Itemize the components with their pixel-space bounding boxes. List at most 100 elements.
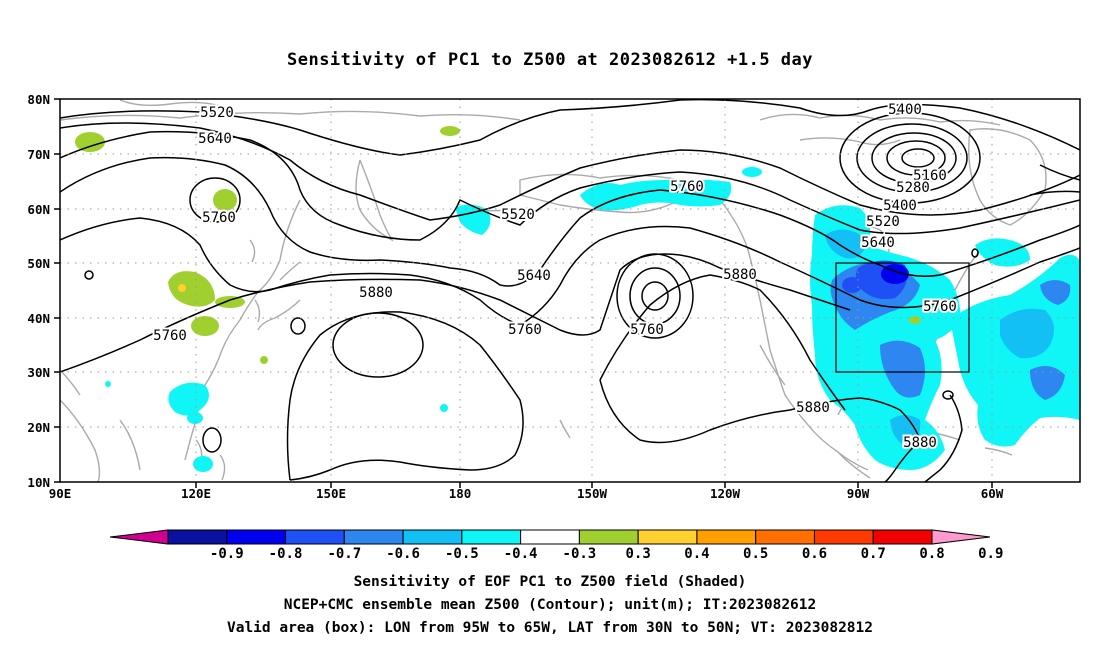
shading-patch-cyan (975, 238, 1030, 267)
shading-patch-cyan (742, 167, 762, 177)
colorbar-extend-low (109, 529, 169, 545)
map-title: Sensitivity of PC1 to Z500 at 2023082612… (286, 50, 813, 70)
shading-patch-blue (842, 277, 862, 293)
colorbar-label: 0.9 (978, 546, 1003, 562)
contour-label: 5880 (903, 435, 937, 451)
contour-label: 5640 (861, 235, 895, 251)
contour-label: 5640 (517, 268, 551, 284)
lat-label: 30N (27, 365, 50, 380)
sensitivity-shading (75, 126, 1080, 472)
lat-label: 50N (27, 256, 50, 271)
valid-area-box (835, 262, 970, 373)
shading-patch-green (75, 132, 105, 152)
contour-label: 5520 (501, 207, 535, 223)
lon-label: 150W (577, 486, 608, 501)
contour-line (839, 112, 981, 204)
contour-line (629, 267, 681, 325)
contour-label: 5760 (923, 299, 957, 315)
colorbar-swatch (637, 529, 698, 545)
shading-patch-cyan (105, 381, 111, 387)
shading-patch-blue (825, 229, 868, 259)
colorbar-swatch (578, 529, 639, 545)
contour-line (641, 281, 669, 311)
contour-line (60, 99, 1080, 156)
contour-line (856, 123, 968, 193)
lon-label: 90W (847, 486, 870, 501)
colorbar-label: 0.8 (919, 546, 944, 562)
contour-line (290, 317, 306, 335)
shading-patch-cyan (193, 456, 213, 472)
colorbar-label: -0.4 (504, 546, 538, 562)
lon-label: 60W (981, 486, 1004, 501)
contour-line (1029, 190, 1080, 196)
contour-label: 5760 (630, 322, 664, 338)
colorbar-swatch (285, 529, 345, 545)
colorbar-label: -0.8 (269, 546, 303, 562)
lat-label: 70N (27, 147, 50, 162)
shading-patch-green (213, 189, 237, 211)
contour-line (84, 270, 94, 280)
colorbar-swatch (402, 529, 463, 545)
lat-label: 80N (27, 92, 50, 107)
shading-patch-cyan (187, 412, 203, 424)
contour-line (1039, 164, 1080, 181)
colorbar: -0.9 -0.8 -0.7 -0.6 -0.5 -0.4 -0.3 0.3 0.4 0.5 0.6… (109, 529, 1003, 562)
contour-line (871, 132, 957, 184)
contour-label: 5880 (359, 285, 393, 301)
colorbar-swatch (167, 529, 228, 545)
shading-patch-cyan (440, 404, 448, 412)
contour-line (971, 248, 979, 258)
shading-patch-blue (1030, 366, 1065, 400)
contour-line (60, 253, 851, 373)
colorbar-swatch (755, 529, 815, 545)
shading-patch-green (909, 316, 921, 324)
colorbar-swatch (872, 529, 933, 545)
contour-label: 5400 (883, 198, 917, 214)
lon-label: 150E (316, 486, 346, 501)
contour-label: 5880 (723, 267, 757, 283)
map-frame (59, 98, 1081, 483)
contour-line (616, 253, 694, 339)
colorbar-label: -0.5 (445, 546, 479, 562)
colorbar-swatch (226, 529, 287, 545)
contour-line (942, 390, 954, 400)
shading-patch-blue (890, 415, 921, 448)
shading-patch-green (191, 316, 219, 336)
contour-line (924, 394, 963, 482)
colorbar-label: -0.6 (386, 546, 420, 562)
colorbar-swatch (520, 529, 580, 545)
colorbar-swatch (696, 529, 757, 545)
colorbar-swatch (461, 529, 522, 545)
lon-label: 120E (181, 486, 211, 501)
contour-label: 5760 (153, 328, 187, 344)
contour-label: 5760 (202, 210, 236, 226)
shading-patch-blue (1040, 280, 1071, 305)
colorbar-extend-high (931, 529, 991, 545)
contour-label: 5160 (913, 168, 947, 184)
contour-line (286, 311, 524, 481)
contour-label: 5280 (896, 180, 930, 196)
colorbar-swatch (813, 529, 874, 545)
z500-contours (60, 99, 1080, 482)
colorbar-label: 0.3 (626, 546, 651, 562)
lon-label: 90E (49, 486, 72, 501)
colorbar-label: 0.5 (743, 546, 768, 562)
shading-patch-green (215, 296, 245, 308)
lat-label: 10N (27, 475, 50, 490)
colorbar-label: -0.7 (327, 546, 361, 562)
contour-label: 5880 (796, 400, 830, 416)
shading-patch-blue (880, 340, 925, 398)
lat-lon-grid (60, 99, 1080, 482)
contour-line (202, 427, 222, 453)
caption-shading: Sensitivity of EOF PC1 to Z500 field (Sh… (353, 574, 747, 590)
contour-label: 5400 (888, 102, 922, 118)
colorbar-swatch (343, 529, 404, 545)
colorbar-label: 0.6 (802, 546, 827, 562)
shading-patch-green (440, 126, 460, 136)
contour-label: 5640 (198, 131, 232, 147)
lon-label: 180 (449, 486, 472, 501)
contour-line (901, 148, 935, 168)
lon-label: 120W (710, 486, 741, 501)
